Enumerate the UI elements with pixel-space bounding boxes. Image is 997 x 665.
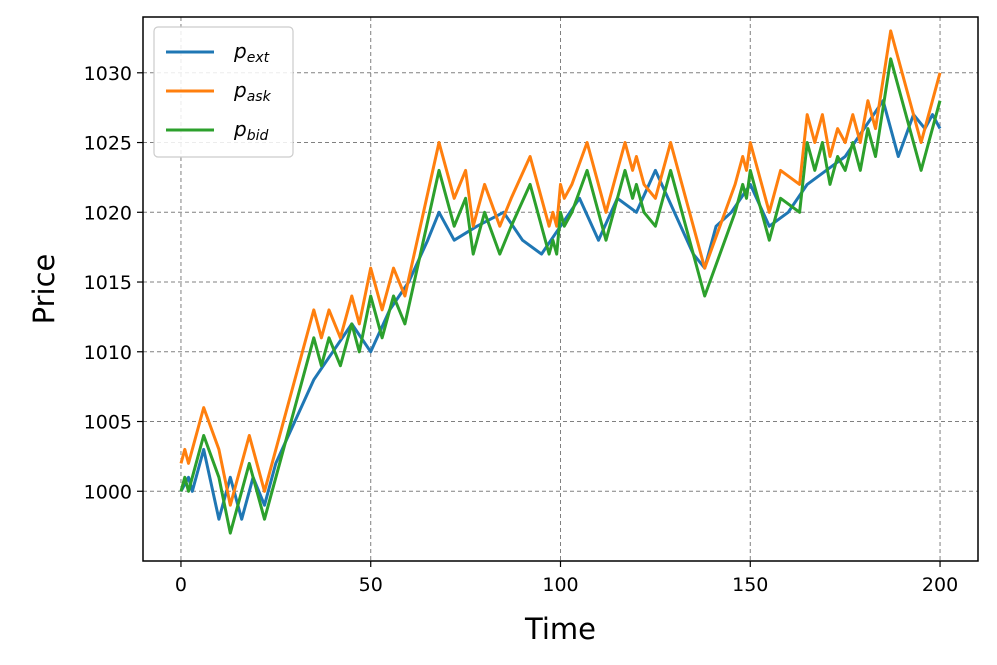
x-tick-label: 0	[175, 574, 187, 596]
y-axis-title: Price	[27, 254, 61, 325]
x-tick-label: 150	[732, 574, 768, 596]
legend-box	[153, 26, 294, 158]
y-tick-label: 1010	[84, 342, 132, 364]
series-line-ask	[179, 29, 942, 507]
y-tick-label: 1020	[84, 202, 132, 224]
legend: pext pask pbid	[153, 26, 294, 158]
series-layer	[179, 29, 942, 535]
y-tick-label: 1000	[84, 481, 132, 503]
x-axis-title: Time	[524, 612, 596, 646]
legend-label-bid: pbid	[233, 117, 268, 144]
y-tick-label: 1005	[84, 412, 132, 434]
series-line-bid	[179, 57, 942, 535]
x-tick-label: 50	[359, 574, 383, 596]
grid	[143, 17, 978, 561]
x-tick-label: 100	[542, 574, 578, 596]
legend-label-ext: pext	[233, 39, 270, 66]
y-tick-label: 1025	[84, 133, 132, 155]
y-tick-label: 1030	[84, 63, 132, 85]
legend-label-ask: pask	[233, 78, 272, 105]
ticks: 0 50 100 150 200 1000 1005 1010 1015 1020 1025 1030	[84, 63, 959, 596]
x-tick-label: 200	[922, 574, 958, 596]
y-tick-label: 1015	[84, 272, 132, 294]
